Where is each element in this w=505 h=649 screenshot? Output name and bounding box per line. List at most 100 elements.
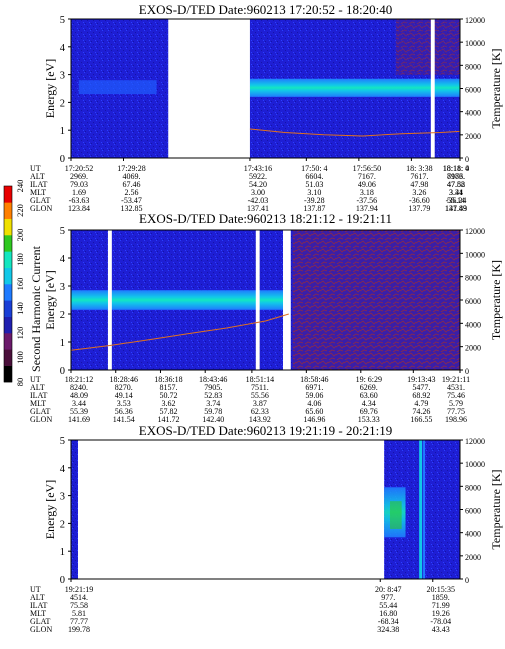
table-cell: 17:20:52 (65, 164, 93, 173)
colorbar-segment (4, 316, 12, 334)
colorbar-segment (4, 218, 12, 236)
y-tick-label: 1 (60, 126, 65, 137)
table-cell: -68.34 (378, 617, 399, 626)
table-cell: 67.46 (123, 180, 141, 189)
table-cell: 65.60 (305, 407, 323, 416)
table-cell: 51.03 (305, 180, 323, 189)
energy-spike (419, 440, 423, 579)
y2-tick-label: 4000 (465, 530, 481, 539)
table-row-label: GLAT (30, 196, 51, 205)
y-tick-label: 2 (60, 519, 65, 530)
y-tick-label: 2 (60, 310, 65, 321)
y-tick-label: 4 (60, 254, 66, 265)
table-cell: 2.56 (125, 188, 139, 197)
table-cell: 3.18 (360, 188, 374, 197)
table-cell: 20:15:35 (427, 585, 455, 594)
table-cell: 8157. (159, 383, 177, 392)
table-row-label: GLON (30, 415, 52, 424)
table-cell: 18:28:46 (110, 375, 138, 384)
colorbar-segment (4, 235, 12, 252)
table-cell: 6971. (305, 383, 323, 392)
table-cell: 68.92 (412, 391, 430, 400)
y-tick-label: 5 (60, 15, 65, 26)
energy-band (71, 290, 285, 310)
table-cell: 74.26 (412, 407, 430, 416)
table-cell: -78.04 (430, 617, 451, 626)
y2-tick-label: 10000 (465, 250, 485, 259)
spectrogram-panel-3: EXOS-D/TED Date:960213 19:21:19 - 20:21:… (30, 423, 503, 634)
energy-band-core (389, 501, 402, 529)
y2-tick-label: 4000 (465, 109, 481, 118)
table-cell: 54.20 (249, 180, 267, 189)
table-cell: 8183. (447, 172, 465, 181)
y2-tick-label: 2000 (465, 553, 481, 562)
y2-tick-label: 4000 (465, 320, 481, 329)
y-tick-label: 0 (60, 366, 65, 377)
chart-title: EXOS-D/TED Date:960213 18:21:12 - 19:21:… (139, 211, 392, 226)
table-cell: 137.87 (303, 204, 325, 213)
spectrogram-panel-1: EXOS-D/TED Date:960213 17:20:52 - 18:20:… (30, 2, 503, 213)
table-cell: 18:36:18 (154, 375, 182, 384)
table-row-label: GLON (30, 204, 52, 213)
y2-tick-label: 10000 (465, 39, 485, 48)
temperature-trace (249, 128, 461, 137)
table-row-label: ALT (30, 172, 45, 181)
table-cell: 137.49 (445, 204, 467, 213)
table-cell: 137.79 (408, 204, 430, 213)
y2-axis-label: Temperature [K] (489, 469, 503, 549)
table-cell: 55.14 (447, 196, 465, 205)
y-tick-label: 2 (60, 98, 65, 109)
colorbar-segment (4, 267, 12, 285)
table-cell: 6604. (305, 172, 323, 181)
y2-tick-label: 6000 (465, 86, 481, 95)
y2-tick-label: 6000 (465, 297, 481, 306)
table-cell: 141.72 (157, 415, 179, 424)
table-cell: 79.03 (70, 180, 88, 189)
table-cell: 3.44 (72, 399, 86, 408)
colorbar-segment (4, 300, 12, 317)
table-cell: 56.36 (115, 407, 133, 416)
y2-tick-label: 12000 (465, 437, 485, 446)
table-cell: 1859. (432, 593, 450, 602)
table-row-label: UT (30, 375, 41, 384)
table-cell: 47.82 (447, 180, 465, 189)
table-cell: 166.55 (410, 415, 432, 424)
table-cell: 57.82 (159, 407, 177, 416)
colorbar-tick-label: 160 (15, 278, 25, 291)
table-row-label: ILAT (30, 601, 47, 610)
table-cell: 19:21:11 (442, 375, 470, 384)
table-cell: 4514. (70, 593, 88, 602)
table-cell: 59.06 (305, 391, 323, 400)
table-cell: 4.06 (307, 399, 321, 408)
table-cell: 19: 6:29 (356, 375, 382, 384)
table-cell: 137.94 (356, 204, 378, 213)
y-axis-label: Energy [eV] (43, 59, 57, 118)
table-cell: 49.06 (358, 180, 376, 189)
table-cell: 3.34 (449, 188, 463, 197)
table-cell: 4531. (447, 383, 465, 392)
spectrogram-panel-2: EXOS-D/TED Date:960213 18:21:12 - 19:21:… (30, 211, 503, 424)
table-cell: 18:58:46 (300, 375, 328, 384)
colorbar-segment (4, 186, 12, 203)
table-cell: 3.87 (253, 399, 267, 408)
y-tick-label: 3 (60, 71, 65, 82)
table-row-label: UT (30, 585, 41, 594)
table-cell: 1.69 (72, 188, 86, 197)
table-row-label: GLAT (30, 407, 51, 416)
y-axis-label: Energy [eV] (43, 270, 57, 329)
table-cell: 18:11: 4 (443, 164, 469, 173)
table-cell: 142.40 (202, 415, 224, 424)
heatmap-data-block (71, 440, 79, 579)
table-cell: 4069. (123, 172, 141, 181)
colorbar-segment (4, 333, 12, 350)
table-cell: 52.83 (204, 391, 222, 400)
table-cell: 20: 8:47 (375, 585, 401, 594)
data-gap (255, 230, 260, 370)
table-cell: 3.74 (206, 399, 220, 408)
table-cell: 3.41 (449, 188, 463, 197)
y2-tick-label: 2000 (465, 344, 481, 353)
table-cell: 18:51:14 (246, 375, 274, 384)
y-tick-label: 0 (60, 154, 65, 165)
table-cell: 6269. (360, 383, 378, 392)
